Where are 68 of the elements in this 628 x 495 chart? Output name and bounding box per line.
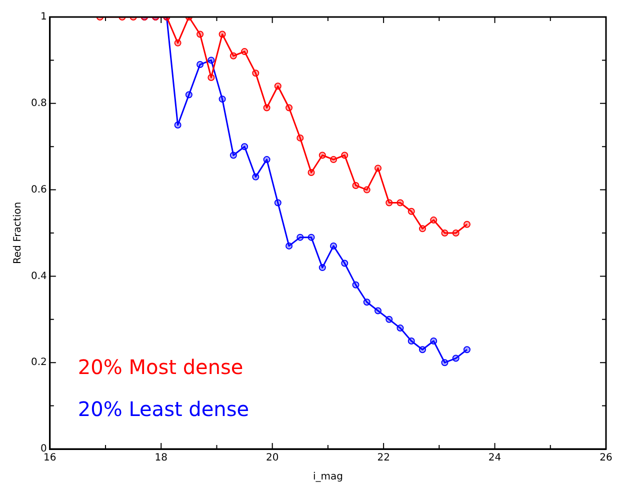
text: 20% Least dense [78, 397, 250, 422]
point [318, 152, 326, 159]
point [341, 260, 348, 267]
point [352, 281, 360, 288]
y-tick-label: 0.4 [30, 270, 47, 282]
y-tick-label: 1 [40, 12, 47, 23]
x-tick-label: 20 [266, 452, 279, 464]
point [418, 225, 426, 232]
point [330, 242, 338, 250]
point [185, 91, 192, 98]
point [252, 70, 260, 77]
point [230, 52, 237, 60]
point [274, 82, 282, 90]
point [463, 220, 470, 228]
point [352, 182, 360, 189]
point [374, 164, 382, 172]
point [430, 216, 438, 224]
point [374, 307, 382, 314]
point [341, 152, 348, 159]
point [418, 346, 426, 354]
point [452, 354, 460, 362]
point [441, 230, 448, 236]
point [363, 186, 370, 194]
point [363, 298, 370, 306]
point [408, 208, 415, 215]
text: 20% Most dense [78, 355, 244, 380]
point [263, 104, 270, 112]
point [286, 242, 293, 250]
x-tick-label: 26 [600, 452, 612, 464]
point [386, 199, 393, 206]
point [263, 156, 270, 164]
point [318, 264, 326, 272]
point [218, 96, 226, 103]
point [252, 173, 260, 180]
point [274, 199, 282, 206]
point [396, 199, 404, 206]
point [296, 134, 304, 142]
x-tick-label: 24 [488, 452, 502, 464]
y-axis-title: Red Fraction [12, 202, 24, 264]
point [330, 156, 338, 164]
x-axis-title: i_mag [312, 472, 343, 483]
point [196, 61, 204, 68]
point [441, 359, 448, 366]
point [386, 316, 393, 323]
x-tick-label: 16 [44, 452, 56, 464]
point [463, 346, 470, 354]
point [308, 234, 315, 241]
point [286, 104, 293, 112]
y-tick-label: 0.6 [30, 184, 47, 196]
point [408, 338, 415, 344]
x-tick-label: 18 [154, 452, 168, 464]
point [208, 56, 215, 64]
y-tick-label: 0.2 [30, 357, 47, 368]
y-tick-label: 0.8 [30, 98, 47, 109]
point [396, 324, 404, 332]
point [174, 122, 182, 128]
point [296, 234, 304, 241]
point [230, 152, 237, 159]
point [241, 48, 248, 56]
point [218, 30, 226, 38]
x-tick-label: 22 [377, 452, 390, 464]
point [308, 169, 315, 176]
point [241, 143, 248, 150]
point [196, 30, 204, 38]
point [430, 338, 438, 344]
point [452, 230, 460, 236]
point [174, 39, 182, 46]
point [208, 74, 215, 81]
